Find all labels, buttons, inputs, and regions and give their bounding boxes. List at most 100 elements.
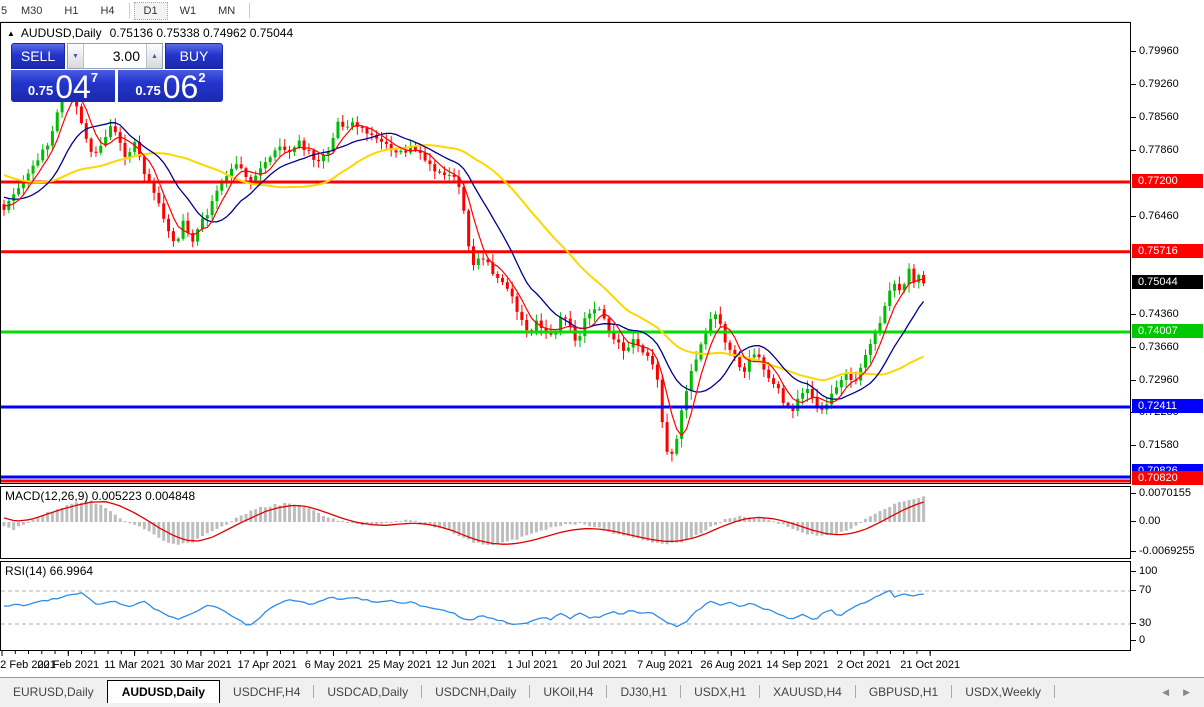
axis-tick <box>1131 640 1136 641</box>
volume-stepper: ▼ ▲ <box>67 43 163 69</box>
ohlc-values: 0.75136 0.75338 0.74962 0.75044 <box>109 26 294 40</box>
date-axis-label: 20 Feb 2021 <box>37 659 100 671</box>
rsi-axis-label: 100 <box>1139 565 1158 577</box>
date-axis-label: 26 Aug 2021 <box>700 659 763 671</box>
macd-axis-label: -0.0069255 <box>1139 545 1195 557</box>
price-axis-label: 0.79960 <box>1139 45 1179 57</box>
rsi-panel[interactable]: RSI(14) 66.9964 <box>0 561 1131 651</box>
timeframe-button-w1[interactable]: W1 <box>179 4 197 17</box>
macd-plot[interactable] <box>1 487 1130 558</box>
ask-price-tile[interactable]: 0.75 06 2 <box>118 69 223 105</box>
volume-input[interactable] <box>84 44 146 68</box>
axis-tick <box>1131 571 1136 572</box>
rsi-axis-label: 70 <box>1139 584 1152 596</box>
date-axis-label: 14 Sep 2021 <box>766 659 829 671</box>
axis-tick <box>1131 347 1136 348</box>
timeframe-buttons: M30 H1 H4 D1 W1 MN <box>10 1 253 20</box>
axis-tick <box>1131 445 1136 446</box>
date-axis-label: 2 Feb 2021 <box>0 659 56 671</box>
price-level-badge: 0.70820 <box>1132 471 1203 485</box>
price-axis-label: 0.72960 <box>1139 374 1179 386</box>
chart-tab-usdx[interactable]: USDX,H1 <box>694 685 747 699</box>
one-click-trading-panel: SELL ▼ ▲ BUY 0.75 04 7 0.75 06 2 <box>11 43 223 105</box>
macd-axis-label: 0.00 <box>1139 515 1161 527</box>
timeframe-button-d1[interactable]: D1 <box>133 1 168 20</box>
chart-tab-gbpusd[interactable]: GBPUSD,H1 <box>868 685 939 699</box>
axis-tick <box>1131 314 1136 315</box>
ask-pip-digit: 2 <box>198 70 206 85</box>
bid-pip-digit: 7 <box>90 70 99 85</box>
tab-separator <box>606 685 608 698</box>
tab-scroll-right-icon[interactable]: ▶ <box>1183 687 1190 697</box>
price-level-badge: 0.74007 <box>1132 324 1203 338</box>
time-axis[interactable]: 2 Feb 2021 20 Feb 2021 11 Mar 2021 30 Mar 2… <box>0 651 1131 676</box>
date-axis-label: 6 May 2021 <box>304 659 363 671</box>
chart-tab-usdcad[interactable]: USDCAD,Daily <box>327 685 409 699</box>
price-level-badge: 0.77200 <box>1132 174 1203 188</box>
volume-up-button[interactable]: ▲ <box>146 44 162 68</box>
bid-price-tile[interactable]: 0.75 04 7 <box>11 70 115 103</box>
tab-separator <box>313 685 315 698</box>
axis-tick <box>1131 521 1136 522</box>
date-axis-label: 7 Aug 2021 <box>637 659 693 671</box>
timeframe-button-mn[interactable]: MN <box>218 4 236 17</box>
timeframe-button-m30[interactable]: M30 <box>21 4 43 17</box>
price-level-badge: 0.72411 <box>1132 399 1203 413</box>
candlestick-chart[interactable] <box>1 23 1130 483</box>
price-axis-label: 0.76460 <box>1139 210 1179 222</box>
timeframe-toolbar: 5 M30 H1 H4 D1 W1 MN <box>0 0 1204 22</box>
chart-tab-ukoil[interactable]: UKOil,H4 <box>543 685 594 699</box>
chart-tab-xauusd[interactable]: XAUUSD,H4 <box>773 685 842 699</box>
tab-separator <box>421 685 423 698</box>
date-axis-label: 25 May 2021 <box>367 659 432 671</box>
macd-panel[interactable]: MACD(12,26,9) 0.005223 0.004848 <box>0 486 1131 559</box>
axis-tick <box>1131 51 1136 52</box>
axis-tick <box>1131 380 1136 381</box>
timeframe-button-h1[interactable]: H1 <box>64 4 79 17</box>
axis-tick <box>1131 150 1136 151</box>
price-axis[interactable]: 0.79960 0.79260 0.78560 0.77860 0.76460 0.743… <box>1131 0 1204 676</box>
chart-tab-usdx[interactable]: USDX,Weekly <box>965 685 1041 699</box>
macd-label: MACD(12,26,9) 0.005223 0.004848 <box>5 489 196 503</box>
price-axis-label: 0.78560 <box>1139 111 1179 123</box>
ask-big-digits: 06 <box>162 69 199 105</box>
sell-button[interactable]: SELL <box>11 43 65 69</box>
chart-tab-eurusd[interactable]: EURUSD,Daily <box>13 685 94 699</box>
rsi-plot[interactable] <box>1 562 1130 650</box>
date-axis-label: 2 Oct 2021 <box>836 659 891 671</box>
macd-axis-label: 0.0070155 <box>1139 487 1191 499</box>
chart-tabs-bar: EURUSD,Daily AUDUSD,Daily USDCHF,H4 USDCAD,… <box>0 677 1204 705</box>
collapse-triangle-icon[interactable]: ▲ <box>7 29 15 38</box>
price-axis-label: 0.77860 <box>1139 144 1179 156</box>
tab-separator <box>1053 685 1055 698</box>
axis-tick <box>1131 590 1136 591</box>
timeframe-button-h4[interactable]: H4 <box>100 4 115 17</box>
tab-scroll-arrows: ◀ ▶ <box>1162 687 1190 698</box>
chart-tab-usdchf[interactable]: USDCHF,H4 <box>233 685 301 699</box>
date-axis-label: 11 Mar 2021 <box>104 659 166 671</box>
price-chart-panel[interactable]: ▲ AUDUSD,Daily 0.75136 0.75338 0.74962 0.7… <box>0 22 1131 484</box>
chart-tab-usdcnh[interactable]: USDCNH,Daily <box>435 685 517 699</box>
chart-tab-dj30[interactable]: DJ30,H1 <box>620 685 668 699</box>
rsi-axis-label: 30 <box>1139 617 1152 629</box>
date-axis-label: 1 Jul 2021 <box>507 659 558 671</box>
tab-separator <box>854 685 856 698</box>
chart-tab-audusd[interactable]: AUDUSD,Daily <box>106 680 221 705</box>
bid-prefix: 0.75 <box>27 83 54 98</box>
tab-scroll-left-icon[interactable]: ◀ <box>1162 687 1170 697</box>
price-axis-label: 0.79260 <box>1139 78 1179 90</box>
tab-separator <box>759 685 761 698</box>
tab-separator <box>951 685 953 698</box>
volume-down-button[interactable]: ▼ <box>68 44 84 68</box>
toolbar-separator <box>128 3 130 18</box>
buy-button[interactable]: BUY <box>165 43 223 69</box>
timeframe-button-partial[interactable]: 5 <box>1 4 8 17</box>
tab-separator <box>680 685 682 698</box>
axis-tick <box>1131 84 1136 85</box>
price-level-badge: 0.75044 <box>1132 275 1203 289</box>
rsi-axis-label: 0 <box>1139 634 1146 646</box>
price-axis-label: 0.71580 <box>1139 439 1179 451</box>
axis-tick <box>1131 623 1136 624</box>
rsi-label: RSI(14) 66.9964 <box>5 564 94 578</box>
